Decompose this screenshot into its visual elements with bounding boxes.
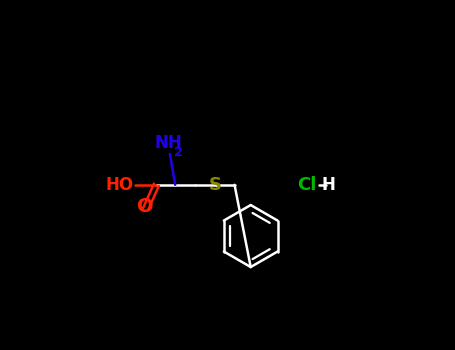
Text: Cl: Cl [298, 176, 317, 194]
Text: O: O [137, 197, 154, 216]
Text: NH: NH [155, 134, 182, 153]
Text: HO: HO [106, 176, 133, 194]
Text: H: H [322, 176, 336, 194]
Text: S: S [209, 176, 222, 194]
Text: 2: 2 [174, 146, 183, 159]
